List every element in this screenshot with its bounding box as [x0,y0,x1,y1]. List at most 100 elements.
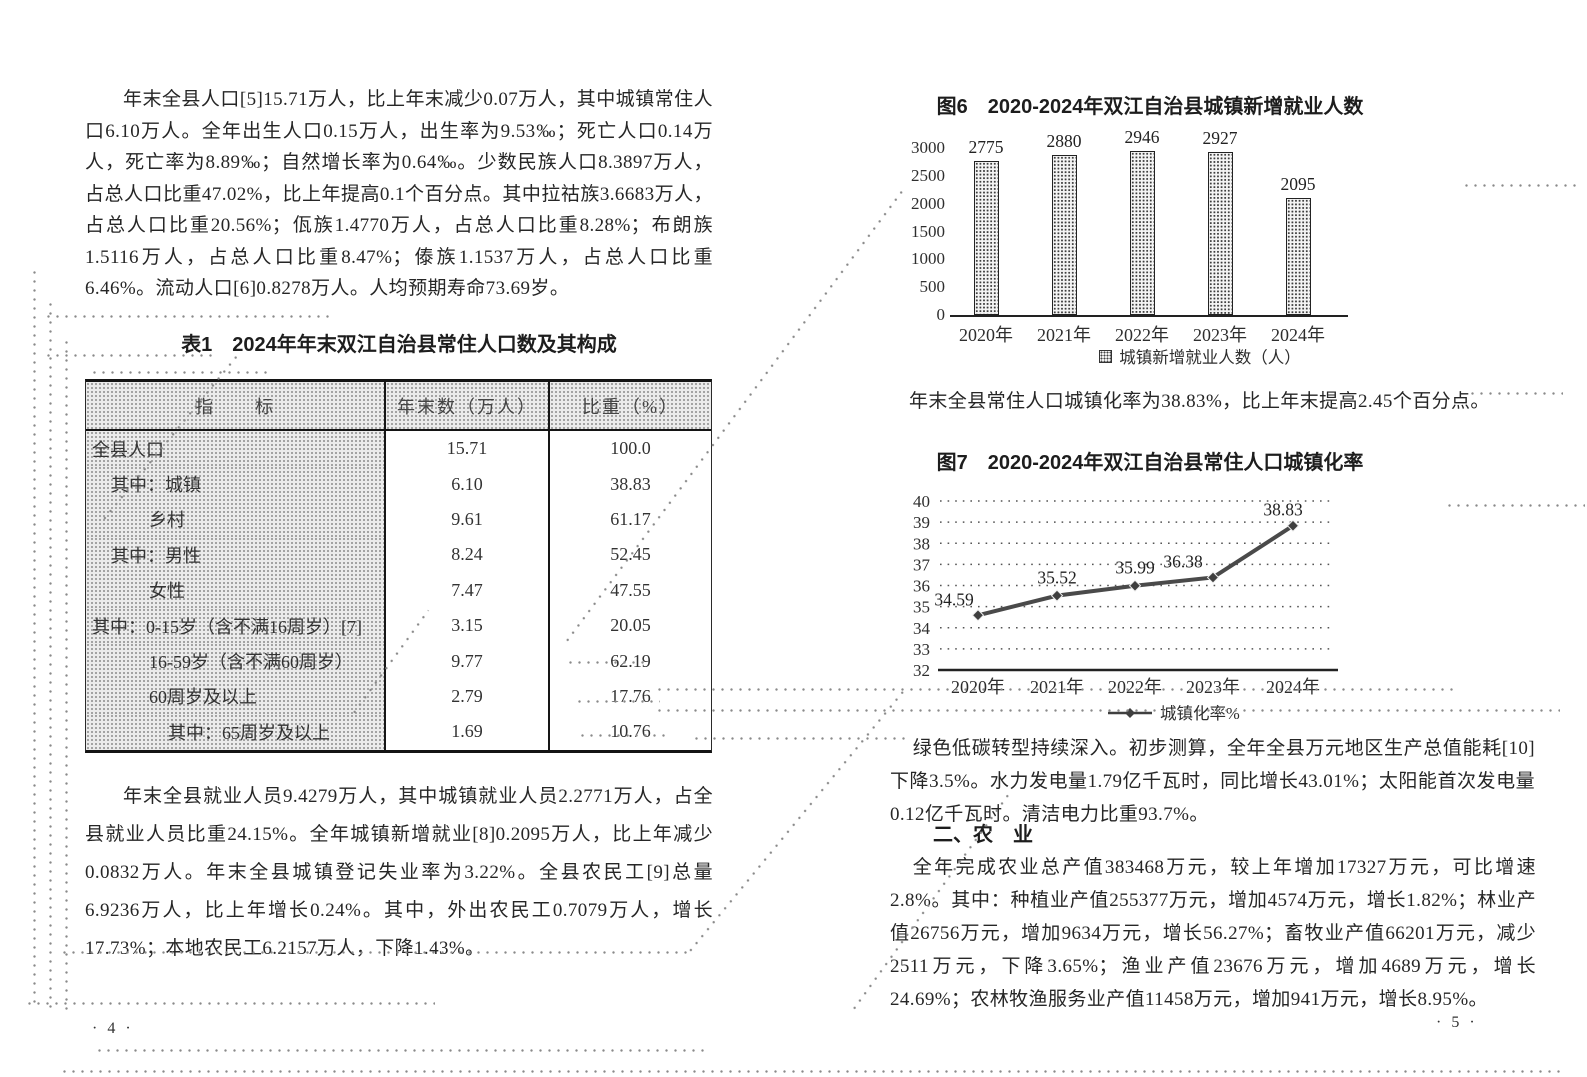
table-cell-yearend-value: 15.71 [384,431,548,467]
fig6-legend-swatch-icon [1099,349,1113,363]
fig6-y-tick-label: 0 [936,305,946,324]
fig7-x-tick-label: 2020年 [951,677,1005,697]
table-row: 全县人口 15.71 100.0 [86,431,711,467]
table-cell-indicator: 其中：男性 [86,537,384,573]
table-cell-yearend-value: 8.24 [384,537,548,573]
fig7-data-point-marker [1050,589,1064,602]
table-row: 60周岁及以上 2.79 17.76 [86,678,711,715]
table-cell-yearend-value: 7.47 [384,572,548,608]
fig6-bar [1051,154,1077,315]
dotted-artifact [60,951,688,954]
fig7-data-point-marker [1206,571,1220,584]
fig6-x-tick-label: 2023年 [1193,325,1247,345]
fig6-bar-value-label: 2927 [1202,128,1238,149]
fig6-bar [1129,151,1155,315]
fig6-x-axis [950,315,1348,317]
dotted-artifact [44,354,212,357]
urbanization-paragraph: 年末全县常住人口城镇化率为38.83%，比上年末提高2.45个百分点。 [909,391,1490,412]
fig6-x-tick-label: 2024年 [1271,325,1325,345]
fig7-data-point-label: 36.38 [1163,551,1203,571]
fig6-y-tick-label: 500 [919,277,946,297]
dotted-artifact [1468,392,1563,395]
fig7-y-tick-label: 35 [913,598,930,617]
table-header-indicator: 指 标 [86,382,384,429]
fig7-data-point-label: 35.99 [1115,558,1155,578]
table-header-row: 指 标 年末数（万人） 比重（%） [86,382,711,431]
employment-paragraph: 年末全县就业人员9.4279万人，其中城镇就业人员2.2771万人，占全县就业人… [85,786,713,959]
fig6-x-tick-label: 2021年 [1037,325,1091,345]
fig7-y-tick-label: 39 [913,513,930,532]
fig6-bar-value-label: 2880 [1046,130,1082,151]
page-number-right: · 5 · [1436,1014,1478,1031]
fig6-plot: 0 500 1000 1500 2000 2500 3000 2775 2020年 2880 202… [890,127,1560,373]
dotted-artifact [1445,504,1585,507]
fig7-x-tick-label: 2024年 [1266,677,1320,697]
dotted-artifact [655,688,1455,691]
table-row: 其中：男性8.2452.45 [86,537,711,573]
fig7-y-tick-label: 37 [913,555,931,574]
fig6-y-tick-label: 3000 [911,138,945,157]
dotted-artifact [90,371,270,374]
dotted-artifact [95,1049,705,1052]
fig6-bar-value-label: 2946 [1124,127,1160,148]
fig6-y-tick-label: 1000 [911,249,945,269]
fig6-bar [1207,152,1233,315]
dotted-artifact [49,300,52,1008]
fig7-y-tick-label: 33 [913,640,930,659]
dotted-artifact [65,338,68,1012]
fig7-x-tick-label: 2021年 [1030,677,1084,697]
figure7-title: 图7 2020-2024年双江自治县常住人口城镇化率 [936,452,1364,474]
fig7-y-tick-label: 34 [913,619,931,638]
fig7-x-tick-label: 2023年 [1186,677,1240,697]
table-header-yearend: 年末数（万人） [384,382,548,429]
table-cell-share-value: 100.0 [548,431,711,467]
table-cell-share-value: 20.05 [548,607,711,644]
fig7-data-point-marker [971,609,985,622]
table-cell-indicator: 60周岁及以上 [86,678,384,715]
section-heading-agriculture: 二、农 业 [933,824,1033,846]
table-cell-share-value: 10.76 [548,714,711,750]
page-number-left: · 4 · [92,1020,134,1037]
fig6-legend: 城镇新增就业人数（人） [1020,344,1380,368]
green-energy-paragraph: 绿色低碳转型持续深入。初步测算，全年全县万元地区生产总值能耗[10]下降3.5%… [890,738,1535,825]
fig6-y-tick-label: 2500 [911,165,945,185]
dotted-artifact [692,737,907,740]
table-row: 16-59岁（含不满60周岁）9.7762.19 [86,643,711,679]
dotted-artifact [578,734,668,737]
table-cell-share-value: 38.83 [548,466,711,502]
table-cell-share-value: 62.19 [548,643,711,679]
fig7-y-tick-label: 38 [913,534,930,553]
fig7-legend-label: 城镇化率% [1160,704,1240,723]
table-cell-indicator: 其中：城镇 [86,466,384,502]
table-cell-yearend-value: 1.69 [384,714,548,750]
fig6-legend-label: 城镇新增就业人数（人） [1119,348,1301,367]
dotted-artifact [686,690,905,955]
table-title: 表1 2024年年末双江自治县常住人口数及其构成 [181,334,617,356]
table-header-share: 比重（%） [548,382,711,429]
dotted-artifact [566,661,648,664]
fig7-y-tick-label: 36 [913,577,930,596]
dotted-artifact [1462,184,1582,187]
fig6-bar [973,160,999,315]
table-row: 乡村 9.61 61.17 [86,501,711,538]
table-row: 其中：0-15岁（含不满16周岁）[7] 3.15 20.05 [86,607,711,644]
table-cell-yearend-value: 6.10 [384,466,548,502]
figure6-bar-chart: 0 500 1000 1500 2000 2500 3000 2775 2020年 2880 202… [890,127,1560,373]
table-cell-yearend-value: 3.15 [384,607,548,644]
fig6-bar-value-label: 2095 [1280,174,1316,195]
fig6-y-tick-label: 2000 [911,193,945,213]
fig7-data-point-marker [1128,579,1142,592]
table-cell-share-value: 47.55 [548,572,711,608]
figure7-line-chart: 32 33 34 35 36 37 38 39 40 34.59 2020年 35.52 2021年 35… [890,478,1570,730]
table-row: 其中：65周岁及以上 1.69 10.76 [86,714,711,750]
table-row: 其中：城镇 6.10 38.83 [86,466,711,502]
fig7-data-point-marker [1286,519,1300,532]
table-cell-share-value: 61.17 [548,501,711,538]
dotted-artifact [44,315,330,318]
dotted-artifact [25,1002,435,1005]
dotted-artifact [575,700,660,703]
table-cell-indicator: 乡村 [86,501,384,538]
table-cell-indicator: 其中：65周岁及以上 [86,714,384,750]
table-cell-indicator: 16-59岁（含不满60周岁） [86,643,384,679]
